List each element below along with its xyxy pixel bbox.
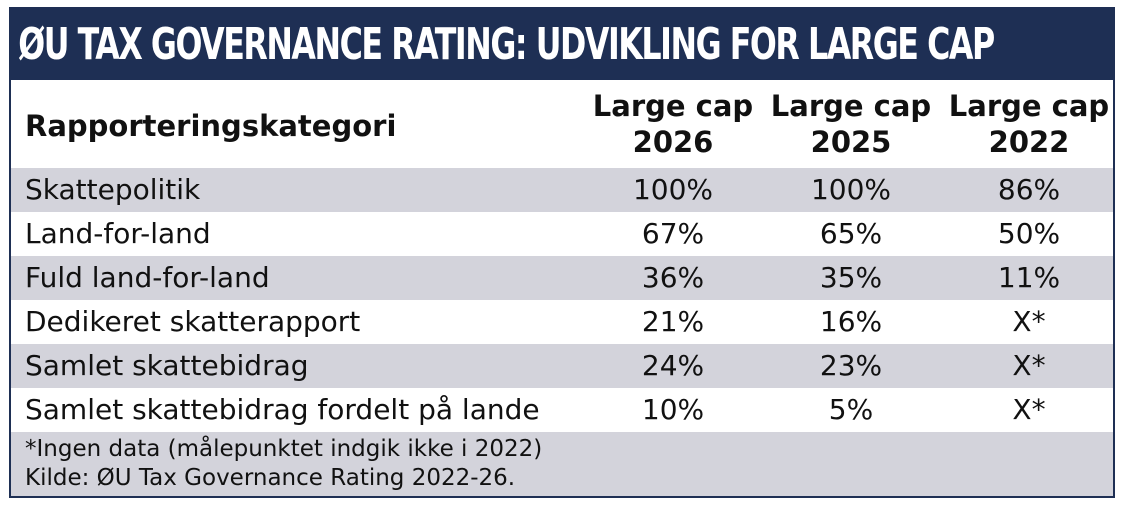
column-header-2026: Large cap 2026 bbox=[583, 88, 763, 160]
cell-2026: 36% bbox=[641, 261, 705, 294]
cell-2022: X* bbox=[1012, 349, 1046, 382]
cell-2025: 23% bbox=[819, 349, 883, 382]
table-row: Skattepolitik 100% 100% 86% bbox=[11, 168, 1113, 212]
row-category: Land-for-land bbox=[25, 217, 211, 250]
table-body: Skattepolitik 100% 100% 86% Land-for-lan… bbox=[11, 168, 1113, 432]
cell-2026: 21% bbox=[641, 305, 705, 338]
table-row: Dedikeret skatterapport 21% 16% X* bbox=[11, 300, 1113, 344]
row-category: Samlet skattebidrag fordelt på lande bbox=[25, 393, 540, 426]
cell-2025: 35% bbox=[819, 261, 883, 294]
cell-2025: 65% bbox=[819, 217, 883, 250]
table-row: Land-for-land 67% 65% 50% bbox=[11, 212, 1113, 256]
cell-2026: 67% bbox=[641, 217, 705, 250]
source-note: Kilde: ØU Tax Governance Rating 2022-26. bbox=[25, 465, 516, 491]
table-header-row: Rapporteringskategori Large cap 2026 Lar… bbox=[11, 80, 1113, 168]
cell-2026: 100% bbox=[632, 173, 714, 206]
cell-2022: 50% bbox=[997, 217, 1061, 250]
rating-table-panel: ØU TAX GOVERNANCE RATING: UDVIKLING FOR … bbox=[9, 7, 1115, 498]
cell-2025: 16% bbox=[819, 305, 883, 338]
row-category: Samlet skattebidrag bbox=[25, 349, 309, 382]
column-header-2022-line1: Large cap bbox=[948, 89, 1110, 123]
cell-2025: 5% bbox=[828, 393, 874, 426]
cell-2022: X* bbox=[1012, 305, 1046, 338]
cell-2026: 24% bbox=[641, 349, 705, 382]
column-header-2022-line2: 2022 bbox=[988, 125, 1070, 159]
row-category: Skattepolitik bbox=[25, 173, 201, 206]
cell-2025: 100% bbox=[810, 173, 892, 206]
table-row: Samlet skattebidrag 24% 23% X* bbox=[11, 344, 1113, 388]
column-header-2026-line2: 2026 bbox=[632, 125, 714, 159]
cell-2022: 86% bbox=[997, 173, 1061, 206]
row-category: Dedikeret skatterapport bbox=[25, 305, 361, 338]
column-header-2026-line1: Large cap bbox=[592, 89, 754, 123]
table-footer: *Ingen data (målepunktet indgik ikke i 2… bbox=[11, 432, 1113, 496]
table-title: ØU TAX GOVERNANCE RATING: UDVIKLING FOR … bbox=[18, 19, 995, 70]
cell-2026: 10% bbox=[641, 393, 705, 426]
category-column-header: Rapporteringskategori bbox=[25, 109, 397, 143]
row-category: Fuld land-for-land bbox=[25, 261, 270, 294]
title-bar: ØU TAX GOVERNANCE RATING: UDVIKLING FOR … bbox=[11, 9, 1113, 80]
column-header-2022: Large cap 2022 bbox=[939, 88, 1119, 160]
table-row: Samlet skattebidrag fordelt på lande 10%… bbox=[11, 388, 1113, 432]
table-row: Fuld land-for-land 36% 35% 11% bbox=[11, 256, 1113, 300]
column-header-2025-line1: Large cap bbox=[770, 89, 932, 123]
column-header-2025: Large cap 2025 bbox=[761, 88, 941, 160]
column-header-2025-line2: 2025 bbox=[810, 125, 892, 159]
cell-2022: X* bbox=[1012, 393, 1046, 426]
footnote: *Ingen data (målepunktet indgik ikke i 2… bbox=[25, 436, 543, 462]
cell-2022: 11% bbox=[997, 261, 1061, 294]
